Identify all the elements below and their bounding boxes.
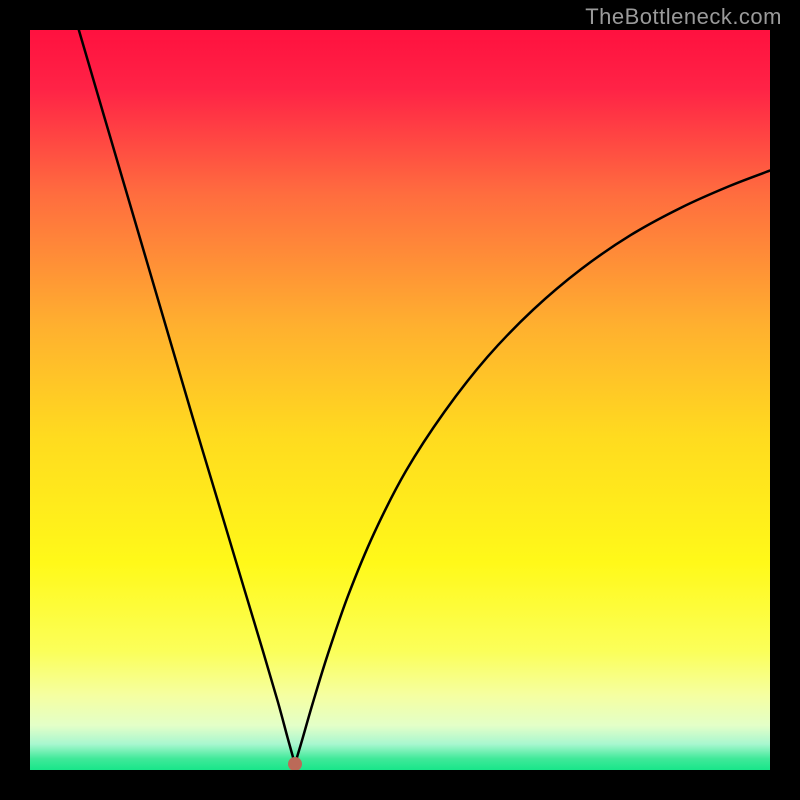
watermark-text: TheBottleneck.com xyxy=(585,4,782,30)
minimum-marker xyxy=(288,757,302,770)
plot-area xyxy=(30,30,770,770)
bottleneck-curve xyxy=(30,30,770,770)
